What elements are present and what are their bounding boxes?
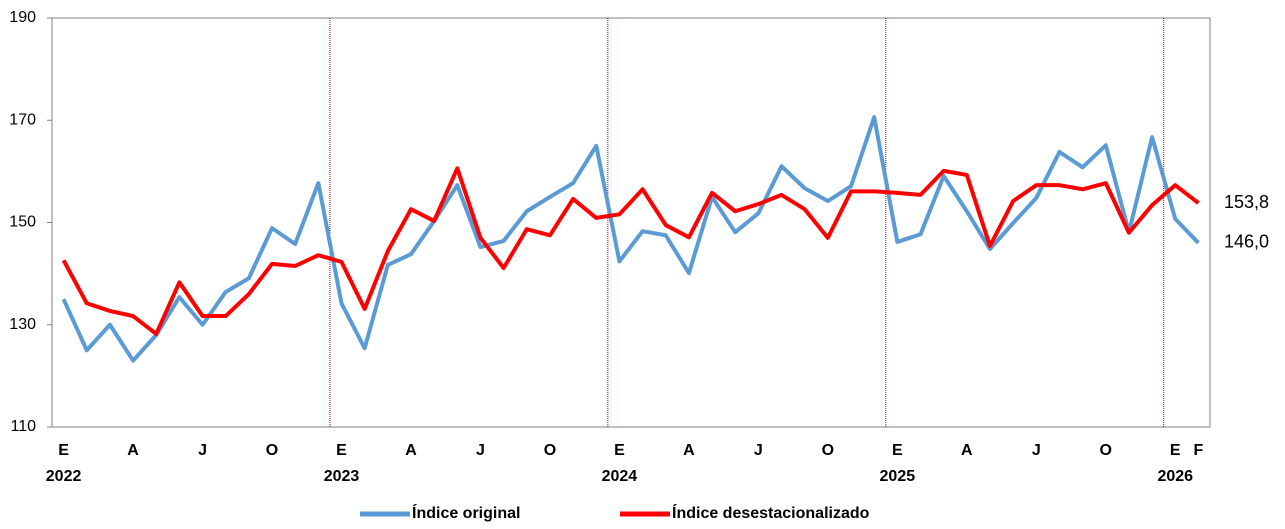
x-tick-label: O bbox=[266, 442, 278, 459]
x-tick-label: E bbox=[1170, 442, 1181, 459]
x-tick-label: J bbox=[198, 442, 207, 459]
x-tick-label: J bbox=[1032, 442, 1041, 459]
series-line bbox=[61, 115, 1200, 363]
y-tick-label: 170 bbox=[9, 111, 36, 128]
year-label: 2025 bbox=[880, 468, 916, 485]
plot-area bbox=[51, 17, 1211, 428]
x-tick-label: A bbox=[405, 442, 417, 459]
value-label: 146,0 bbox=[1224, 232, 1269, 252]
y-tick-label: 150 bbox=[9, 214, 36, 231]
x-tick-label: A bbox=[961, 442, 973, 459]
value-label: 153,8 bbox=[1224, 192, 1269, 212]
x-tick-label: A bbox=[683, 442, 695, 459]
x-tick-label: A bbox=[127, 442, 139, 459]
series-line bbox=[61, 166, 1200, 336]
x-tick-label: J bbox=[476, 442, 485, 459]
legend-label: Índice original bbox=[412, 503, 520, 522]
year-label: 2023 bbox=[324, 468, 360, 485]
y-tick-label: 190 bbox=[9, 9, 36, 26]
legend-label: Índice desestacionalizado bbox=[672, 503, 870, 522]
x-tick-label: E bbox=[892, 442, 903, 459]
x-tick-label: J bbox=[754, 442, 763, 459]
x-tick-label: E bbox=[58, 442, 69, 459]
year-label: 2024 bbox=[602, 468, 638, 485]
x-tick-label: O bbox=[1100, 442, 1112, 459]
x-tick-label: O bbox=[544, 442, 556, 459]
year-label: 2022 bbox=[46, 468, 82, 485]
x-tick-label: E bbox=[614, 442, 625, 459]
year-label: 2026 bbox=[1157, 468, 1193, 485]
x-tick-label: E bbox=[336, 442, 347, 459]
x-tick-label: F bbox=[1194, 442, 1204, 459]
y-tick-label: 110 bbox=[10, 418, 36, 435]
y-tick-label: 130 bbox=[9, 316, 36, 333]
x-tick-label: O bbox=[822, 442, 834, 459]
